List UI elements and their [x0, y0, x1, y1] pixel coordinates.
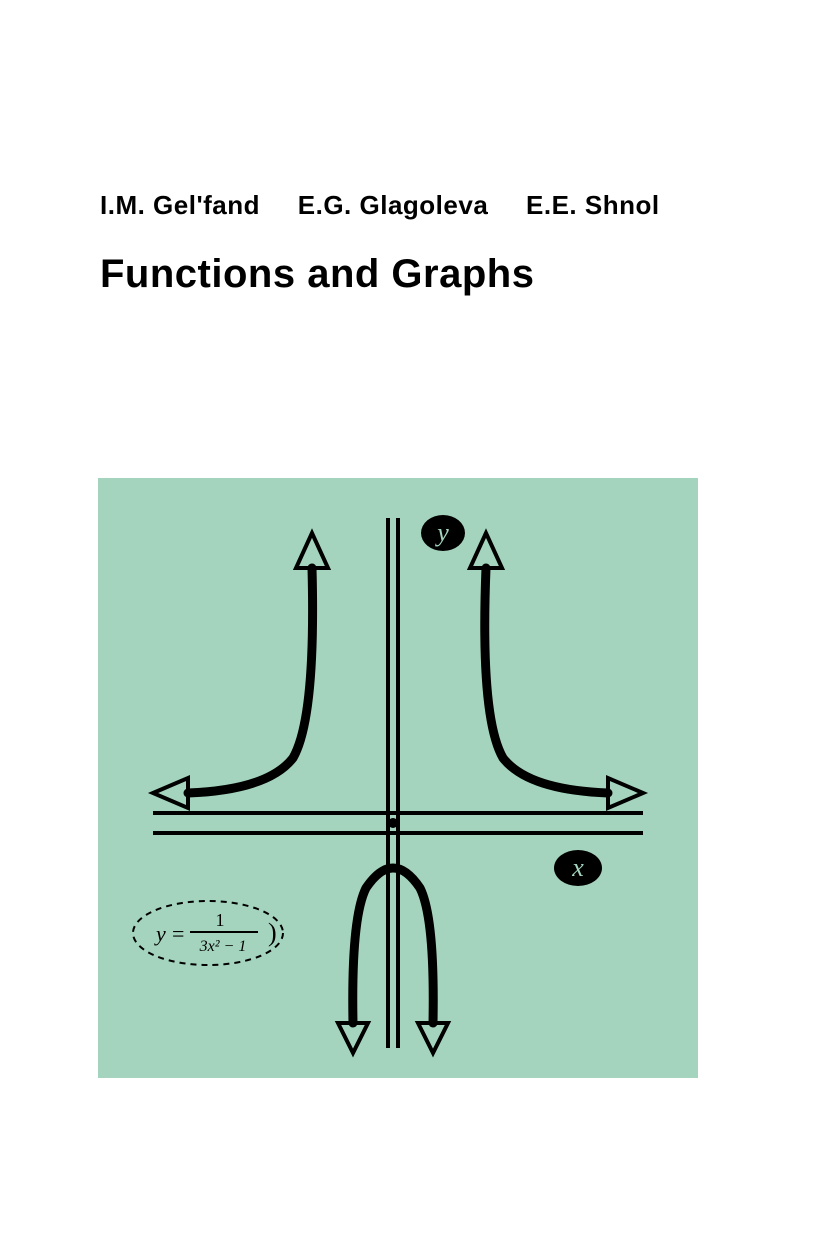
x-axis-label: x — [571, 853, 584, 882]
book-title: Functions and Graphs — [100, 252, 534, 297]
origin-dot — [388, 818, 398, 828]
formula-lhs: y — [154, 921, 166, 946]
formula-paren: ) — [268, 918, 277, 947]
formula-den: 3x² − 1 — [199, 938, 247, 955]
author-1: I.M. Gel'fand — [100, 190, 260, 220]
formula-num: 1 — [216, 910, 225, 930]
author-2: E.G. Glagoleva — [298, 190, 489, 220]
y-axis-label: y — [434, 518, 449, 547]
authors-line: I.M. Gel'fand E.G. Glagoleva E.E. Shnol — [100, 190, 690, 221]
cover-illustration: y x y = 1 3x² − 1 ) — [98, 478, 698, 1078]
formula-eq: = — [172, 921, 184, 946]
author-3: E.E. Shnol — [526, 190, 660, 220]
